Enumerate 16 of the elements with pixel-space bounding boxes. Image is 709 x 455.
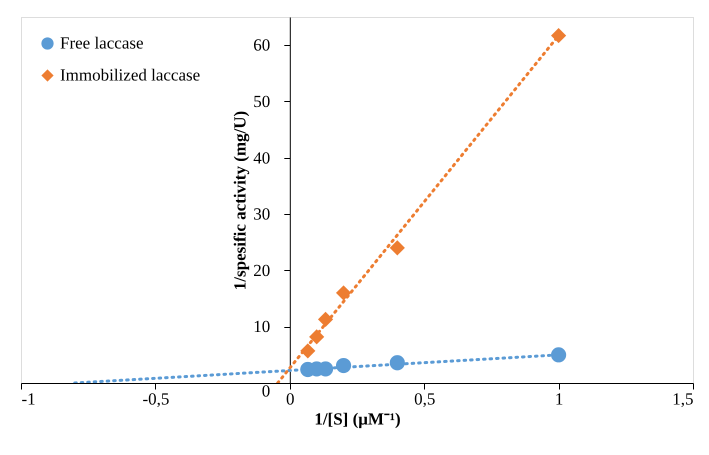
x-tick-label: -0,5 [142,390,170,408]
legend-label: Free laccase [60,34,144,52]
y-tick-label: 50 [253,92,270,111]
x-axis-title: 1/[S] (μM⁻¹) [314,410,401,428]
legend-label: Immobilized laccase [60,66,200,84]
x-tick-label: 1 [554,390,564,408]
x-tick-label: -1 [22,390,36,408]
x-tick-label: 0 [286,390,295,408]
y-tick-label: 20 [253,260,270,280]
y-tick-label: 10 [253,317,270,336]
y-tick-label: 40 [253,148,270,168]
x-tick-label: 1,5 [672,390,694,408]
y-tick-label: 30 [253,204,270,224]
y-axis-title: 1/spesific activity (mg/U) [230,110,250,290]
y-tick-label: 60 [253,36,270,55]
x-tick-label: 0,5 [414,390,436,408]
